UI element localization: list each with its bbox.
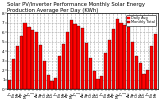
Bar bbox=[20, 36, 23, 89]
Bar bbox=[131, 42, 134, 89]
Bar bbox=[135, 56, 138, 89]
Bar bbox=[69, 20, 73, 89]
Legend: Daily Avg, Monthly Total: Daily Avg, Monthly Total bbox=[126, 15, 156, 26]
Bar bbox=[77, 26, 80, 89]
Bar bbox=[100, 76, 104, 89]
Bar bbox=[62, 44, 65, 89]
Bar bbox=[154, 34, 157, 89]
Bar bbox=[142, 74, 146, 89]
Bar bbox=[139, 62, 142, 89]
Bar bbox=[39, 46, 42, 89]
Bar bbox=[81, 28, 84, 89]
Bar bbox=[16, 46, 19, 89]
Bar bbox=[31, 30, 34, 89]
Bar bbox=[150, 46, 153, 89]
Bar bbox=[92, 71, 96, 89]
Bar bbox=[24, 23, 27, 89]
Bar bbox=[146, 70, 149, 89]
Bar bbox=[58, 56, 61, 89]
Bar bbox=[127, 27, 130, 89]
Bar bbox=[89, 58, 92, 89]
Bar bbox=[123, 25, 126, 89]
Bar bbox=[73, 24, 77, 89]
Bar bbox=[108, 40, 111, 89]
Bar bbox=[35, 32, 38, 89]
Bar bbox=[66, 32, 69, 89]
Bar bbox=[116, 19, 119, 89]
Bar bbox=[54, 78, 57, 89]
Bar bbox=[43, 61, 46, 89]
Bar bbox=[112, 29, 115, 89]
Bar bbox=[119, 23, 123, 89]
Bar bbox=[50, 81, 54, 89]
Bar bbox=[96, 79, 100, 89]
Bar bbox=[47, 75, 50, 89]
Bar bbox=[104, 53, 107, 89]
Bar bbox=[12, 59, 15, 89]
Bar bbox=[27, 27, 31, 89]
Text: Solar PV/Inverter Performance Monthly Solar Energy Production Average Per Day (K: Solar PV/Inverter Performance Monthly So… bbox=[8, 2, 145, 13]
Bar bbox=[8, 80, 11, 89]
Bar bbox=[85, 43, 88, 89]
